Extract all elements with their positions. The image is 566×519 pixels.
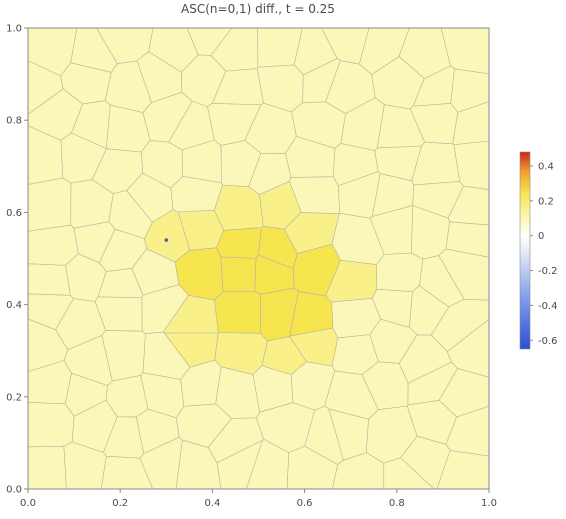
colorbar-tick-label: 0 (538, 231, 544, 242)
colorbar-tick-label: -0.4 (538, 301, 558, 312)
colorbar-gradient (520, 152, 530, 349)
colorbar-ticks: 0.4 0.2 0 -0.2 -0.4 -0.6 (530, 161, 558, 346)
colorbar-tick-label: 0.4 (538, 161, 554, 172)
colorbar-tick-label: 0.2 (538, 196, 554, 207)
colorbar-tick-label: -0.6 (538, 336, 558, 347)
colorbar-tick-label: -0.2 (538, 266, 558, 277)
